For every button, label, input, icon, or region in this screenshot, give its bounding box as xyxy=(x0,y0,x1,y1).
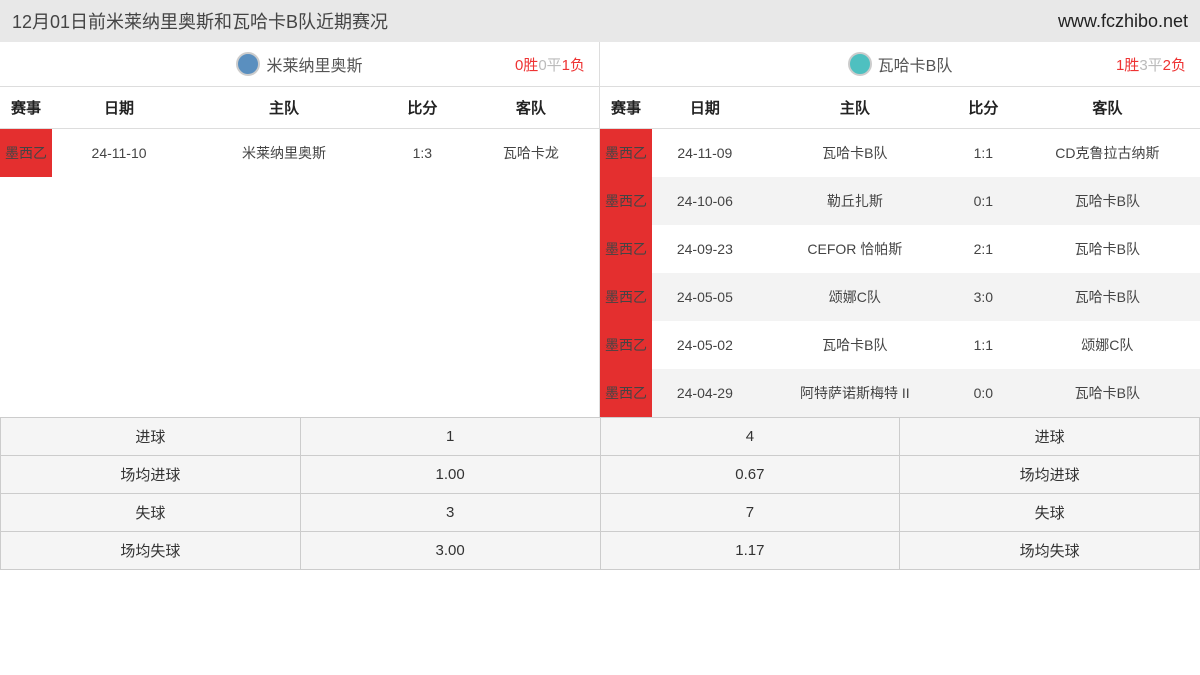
summary-right-value: 7 xyxy=(600,494,900,532)
source-url: www.fczhibo.net xyxy=(1058,11,1188,32)
col-date: 日期 xyxy=(652,87,758,129)
home-team: 勒丘扎斯 xyxy=(758,177,952,225)
summary-row: 场均失球3.001.17场均失球 xyxy=(1,532,1200,570)
summary-left-label: 失球 xyxy=(1,494,301,532)
table-row[interactable]: 墨西乙24-11-09瓦哈卡B队1:1CD克鲁拉古纳斯 xyxy=(600,129,1200,178)
away-team: 瓦哈卡龙 xyxy=(463,129,599,178)
col-home: 主队 xyxy=(186,87,382,129)
home-team: 瓦哈卡B队 xyxy=(758,129,952,178)
page-header: 12月01日前米莱纳里奥斯和瓦哈卡B队近期赛况 www.fczhibo.net xyxy=(0,0,1200,42)
match-date: 24-10-06 xyxy=(652,177,758,225)
col-away: 客队 xyxy=(463,87,599,129)
summary-right-value: 0.67 xyxy=(600,456,900,494)
score: 3:0 xyxy=(952,273,1015,321)
league-tag: 墨西乙 xyxy=(600,273,652,321)
league-tag: 墨西乙 xyxy=(600,177,652,225)
col-away: 客队 xyxy=(1015,87,1200,129)
right-match-table: 赛事 日期 主队 比分 客队 墨西乙24-11-09瓦哈卡B队1:1CD克鲁拉古… xyxy=(600,86,1200,417)
league-tag: 墨西乙 xyxy=(600,225,652,273)
left-team-name: 米莱纳里奥斯 xyxy=(266,52,362,76)
left-record: 0胜0平1负 xyxy=(515,54,585,75)
home-team: 瓦哈卡B队 xyxy=(758,321,952,369)
summary-left-value: 1 xyxy=(300,418,600,456)
summary-table: 进球14进球场均进球1.000.67场均进球失球37失球场均失球3.001.17… xyxy=(0,417,1200,570)
summary-left-value: 3.00 xyxy=(300,532,600,570)
league-tag: 墨西乙 xyxy=(0,129,52,178)
table-row[interactable]: 墨西乙24-04-29阿特萨诺斯梅特 II0:0瓦哈卡B队 xyxy=(600,369,1200,417)
home-team: CEFOR 恰帕斯 xyxy=(758,225,952,273)
summary-right-value: 1.17 xyxy=(600,532,900,570)
page-title: 12月01日前米莱纳里奥斯和瓦哈卡B队近期赛况 xyxy=(12,8,388,34)
match-date: 24-05-05 xyxy=(652,273,758,321)
col-league: 赛事 xyxy=(600,87,652,129)
away-team: 瓦哈卡B队 xyxy=(1015,273,1200,321)
away-team: 瓦哈卡B队 xyxy=(1015,369,1200,417)
league-tag: 墨西乙 xyxy=(600,369,652,417)
main-content: 米莱纳里奥斯 0胜0平1负 赛事 日期 主队 比分 客队 墨西乙24-11-10… xyxy=(0,42,1200,417)
table-row[interactable]: 墨西乙24-10-06勒丘扎斯0:1瓦哈卡B队 xyxy=(600,177,1200,225)
summary-row: 进球14进球 xyxy=(1,418,1200,456)
table-row[interactable]: 墨西乙24-05-05颂娜C队3:0瓦哈卡B队 xyxy=(600,273,1200,321)
summary-left-label: 场均失球 xyxy=(1,532,301,570)
summary-right-label: 场均进球 xyxy=(900,456,1200,494)
summary-right-label: 失球 xyxy=(900,494,1200,532)
away-team: 颂娜C队 xyxy=(1015,321,1200,369)
summary-right-label: 进球 xyxy=(900,418,1200,456)
col-score: 比分 xyxy=(952,87,1015,129)
summary-row: 失球37失球 xyxy=(1,494,1200,532)
away-team: CD克鲁拉古纳斯 xyxy=(1015,129,1200,178)
col-home: 主队 xyxy=(758,87,952,129)
team-badge-icon xyxy=(848,52,872,76)
summary-left-label: 进球 xyxy=(1,418,301,456)
table-row[interactable]: 墨西乙24-09-23CEFOR 恰帕斯2:1瓦哈卡B队 xyxy=(600,225,1200,273)
match-date: 24-04-29 xyxy=(652,369,758,417)
home-team: 颂娜C队 xyxy=(758,273,952,321)
summary-row: 场均进球1.000.67场均进球 xyxy=(1,456,1200,494)
table-row[interactable]: 墨西乙24-11-10米莱纳里奥斯1:3瓦哈卡龙 xyxy=(0,129,599,178)
score: 0:1 xyxy=(952,177,1015,225)
team-badge-icon xyxy=(236,52,260,76)
summary-left-label: 场均进球 xyxy=(1,456,301,494)
score: 1:1 xyxy=(952,321,1015,369)
col-league: 赛事 xyxy=(0,87,52,129)
left-team-header: 米莱纳里奥斯 0胜0平1负 xyxy=(0,42,599,86)
score: 0:0 xyxy=(952,369,1015,417)
right-team-header: 瓦哈卡B队 1胜3平2负 xyxy=(600,42,1200,86)
summary-right-label: 场均失球 xyxy=(900,532,1200,570)
col-date: 日期 xyxy=(52,87,186,129)
league-tag: 墨西乙 xyxy=(600,129,652,178)
left-match-table: 赛事 日期 主队 比分 客队 墨西乙24-11-10米莱纳里奥斯1:3瓦哈卡龙 xyxy=(0,86,599,177)
right-panel: 瓦哈卡B队 1胜3平2负 赛事 日期 主队 比分 客队 墨西乙24-11-09瓦… xyxy=(600,42,1200,417)
score: 2:1 xyxy=(952,225,1015,273)
match-date: 24-05-02 xyxy=(652,321,758,369)
home-team: 阿特萨诺斯梅特 II xyxy=(758,369,952,417)
away-team: 瓦哈卡B队 xyxy=(1015,177,1200,225)
summary-right-value: 4 xyxy=(600,418,900,456)
right-record: 1胜3平2负 xyxy=(1116,54,1186,75)
summary-left-value: 3 xyxy=(300,494,600,532)
summary-left-value: 1.00 xyxy=(300,456,600,494)
away-team: 瓦哈卡B队 xyxy=(1015,225,1200,273)
match-date: 24-11-10 xyxy=(52,129,186,178)
league-tag: 墨西乙 xyxy=(600,321,652,369)
col-score: 比分 xyxy=(382,87,463,129)
right-team-name: 瓦哈卡B队 xyxy=(878,52,953,76)
score: 1:3 xyxy=(382,129,463,178)
left-panel: 米莱纳里奥斯 0胜0平1负 赛事 日期 主队 比分 客队 墨西乙24-11-10… xyxy=(0,42,600,417)
match-date: 24-11-09 xyxy=(652,129,758,178)
home-team: 米莱纳里奥斯 xyxy=(186,129,382,178)
score: 1:1 xyxy=(952,129,1015,178)
match-date: 24-09-23 xyxy=(652,225,758,273)
table-row[interactable]: 墨西乙24-05-02瓦哈卡B队1:1颂娜C队 xyxy=(600,321,1200,369)
